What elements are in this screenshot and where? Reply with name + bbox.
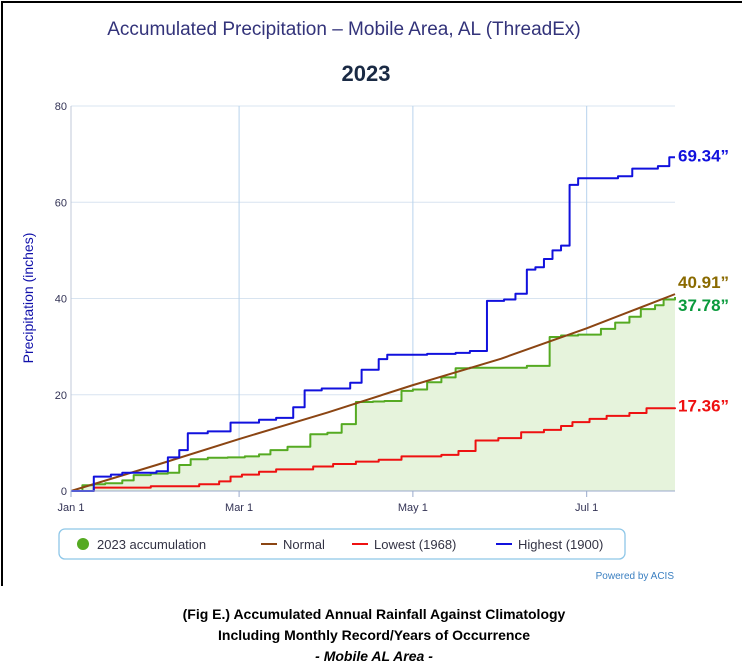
axes: 0 20 40 60 80 Jan 1 Mar 1 May 1 Jul 1 <box>55 101 675 514</box>
series-line <box>71 297 676 492</box>
legend-label: Normal <box>283 537 325 552</box>
y-tick-label: 20 <box>55 390 67 402</box>
series-end-label: 37.78” <box>678 296 729 315</box>
x-tick-label: Jan 1 <box>58 502 85 514</box>
legend-label: Lowest (1968) <box>374 537 456 552</box>
series-line <box>71 407 676 492</box>
series-lines <box>70 156 676 492</box>
series-line <box>70 293 676 492</box>
legend-label: Highest (1900) <box>518 537 603 552</box>
y-tick-label: 40 <box>55 294 67 306</box>
legend-marker <box>77 538 89 550</box>
series-end-label: 69.34” <box>678 146 729 165</box>
series-line <box>71 156 675 492</box>
legend-label: 2023 accumulation <box>97 537 206 552</box>
chart-frame: Accumulated Precipitation – Mobile Area,… <box>1 1 744 588</box>
caption-line-1: (Fig E.) Accumulated Annual Rainfall Aga… <box>182 606 566 622</box>
x-tick-label: Mar 1 <box>225 502 253 514</box>
chart-title: Accumulated Precipitation – Mobile Area,… <box>107 19 580 40</box>
y-tick-label: 0 <box>61 486 67 498</box>
y-tick-label: 80 <box>55 101 67 113</box>
series-end-label: 17.36” <box>678 396 729 415</box>
x-tick-label: Jul 1 <box>575 502 598 514</box>
credit-text[interactable]: Powered by ACIS <box>596 571 675 582</box>
series-end-label: 40.91” <box>678 273 729 292</box>
caption-line-2: Including Monthly Record/Years of Occurr… <box>218 627 530 643</box>
precipitation-chart: Accumulated Precipitation – Mobile Area,… <box>3 3 744 588</box>
x-tick-label: May 1 <box>398 502 428 514</box>
y-tick-label: 60 <box>55 197 67 209</box>
y-axis-label: Precipitation (inches) <box>20 233 36 364</box>
end-value-labels: 37.78” 40.91” 17.36” 69.34” <box>678 146 729 415</box>
legend: 2023 accumulation Normal Lowest (1968) High… <box>58 528 626 560</box>
area-fill <box>71 297 675 491</box>
chart-subtitle: 2023 <box>342 61 391 86</box>
series-area-fill <box>71 297 675 491</box>
caption-line-3: - Mobile AL Area - <box>315 648 433 664</box>
